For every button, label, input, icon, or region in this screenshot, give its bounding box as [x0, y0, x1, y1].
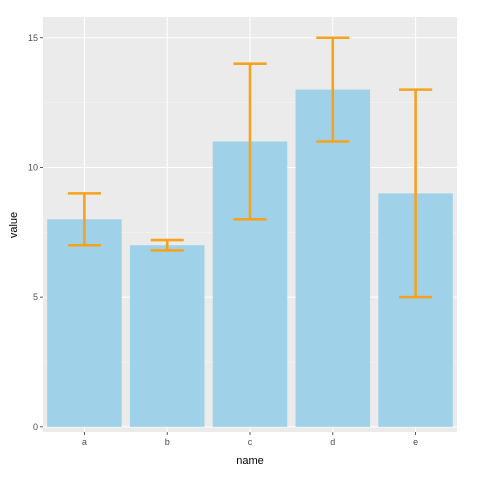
error-bars: [67, 36, 433, 299]
y-tick-label: 0: [33, 422, 38, 432]
bar-a: [47, 219, 122, 427]
x-tick-label: a: [82, 437, 87, 447]
y-axis-title: value: [8, 212, 20, 238]
bars: [47, 89, 453, 427]
x-axis-title: name: [236, 455, 264, 467]
x-axis: a b c d e: [82, 432, 418, 447]
bar-b: [129, 245, 205, 427]
y-tick-label: 15: [28, 33, 38, 43]
y-axis: 0 5 10 15: [28, 33, 43, 432]
x-tick-label: e: [413, 437, 418, 447]
y-tick-label: 5: [33, 292, 38, 302]
x-tick-label: d: [330, 437, 335, 447]
x-tick-label: b: [165, 437, 170, 447]
y-tick-label: 10: [28, 162, 38, 172]
x-tick-label: c: [248, 437, 253, 447]
bar-d: [295, 89, 371, 427]
